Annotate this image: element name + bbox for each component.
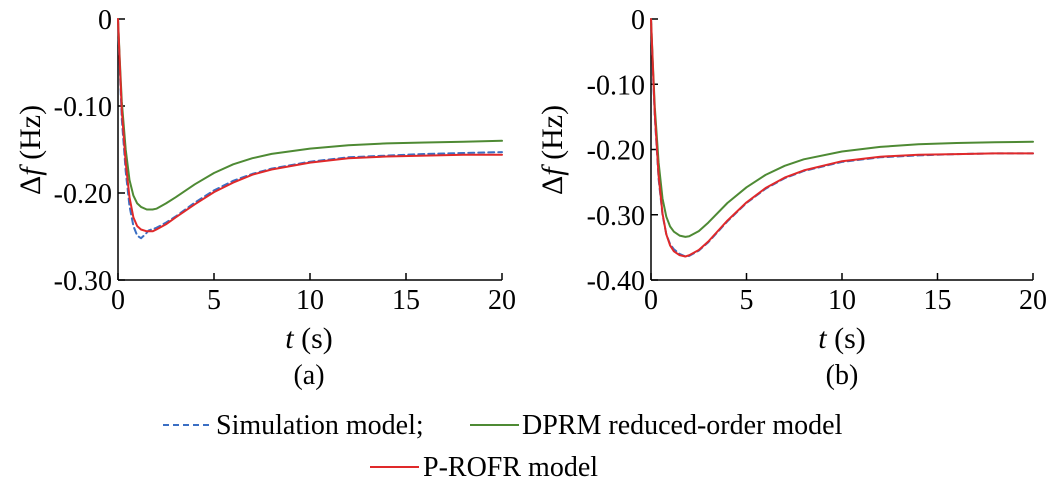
y-tick-label-a: 0 (98, 5, 112, 36)
y-tick-label-b: -0.30 (587, 201, 645, 232)
panel-label-b: (b) (826, 360, 859, 391)
series-line-a-1 (117, 18, 503, 240)
y-tick-label-a: -0.20 (54, 179, 112, 210)
y-tick-label-a: -0.30 (54, 266, 112, 297)
x-tick-label-b: 0 (644, 285, 658, 316)
x-tick-label-b: 5 (740, 285, 754, 316)
x-tick-label-b: 15 (924, 285, 952, 316)
x-axis-label-a: t (s) (285, 322, 333, 355)
series-line-a-2 (117, 18, 503, 211)
legend: Simulation model; DPRM reduced-order mod… (163, 410, 843, 483)
y-tick-label-b: -0.40 (587, 266, 645, 297)
y-tick-label-a: -0.10 (54, 92, 112, 123)
series-line-b-1 (650, 18, 1034, 258)
x-axis-label-b: t (s) (818, 322, 866, 355)
x-tick-label-a: 0 (111, 285, 125, 316)
x-tick-label-a: 15 (392, 285, 420, 316)
x-tick-label-b: 10 (828, 285, 856, 316)
y-tick-label-b: 0 (631, 5, 645, 36)
series-line-b-3 (650, 18, 1034, 258)
y-tick-label-b: -0.20 (587, 136, 645, 167)
panel-label-a: (a) (293, 360, 324, 391)
y-tick-label-b: -0.10 (587, 70, 645, 101)
x-tick-label-a: 10 (296, 285, 324, 316)
legend-label-p-rofr: P-ROFR model (423, 452, 598, 483)
series-line-b-2 (650, 18, 1034, 238)
x-tick-label-a: 5 (207, 285, 221, 316)
x-tick-label-a: 20 (488, 285, 516, 316)
legend-label-dprm: DPRM reduced-order model (522, 410, 843, 441)
y-axis-label-b: Δf (Hz) (536, 105, 569, 195)
plot-area-a: 0-0.10-0.20-0.300 5 10 15 20 (54, 5, 516, 316)
legend-label-simulation: Simulation model; (216, 410, 424, 441)
panel-b: 0-0.10-0.20-0.30-0.400 5 10 15 20 Δf (Hz) t … (536, 5, 1047, 391)
y-axis-label-a: Δf (Hz) (14, 105, 47, 195)
plot-area-b: 0-0.10-0.20-0.30-0.400 5 10 15 20 (587, 5, 1047, 316)
series-line-a-3 (117, 18, 503, 233)
x-tick-label-b: 20 (1019, 285, 1047, 316)
panel-a: 0-0.10-0.20-0.300 5 10 15 20 Δf (Hz) t (s) (… (14, 5, 516, 391)
